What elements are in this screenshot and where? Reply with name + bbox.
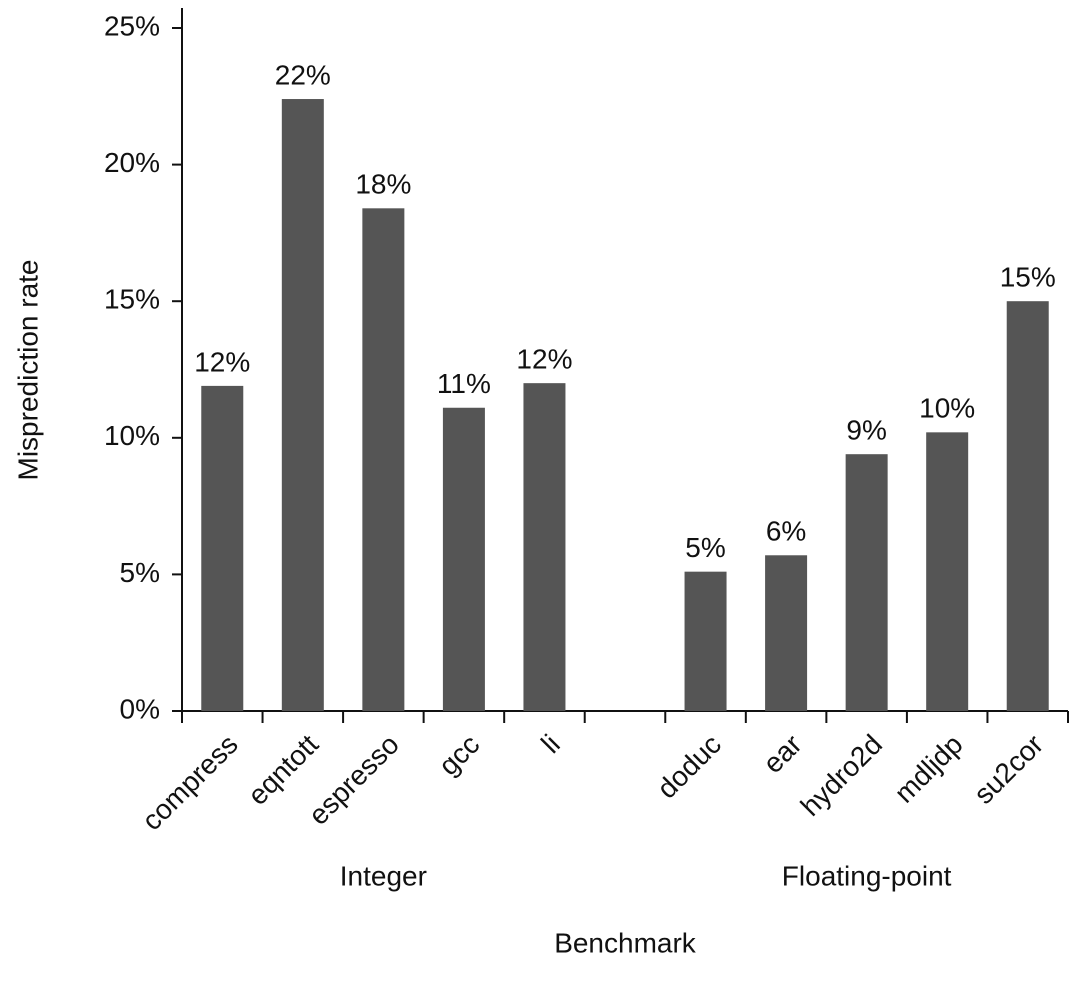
x-tick-label: li (535, 729, 566, 760)
x-axis-label: Benchmark (554, 927, 697, 958)
bar (442, 407, 485, 711)
value-label: 6% (766, 516, 806, 547)
value-label: 22% (275, 59, 331, 90)
y-tick-label: 15% (104, 284, 160, 315)
x-tick-label: ear (757, 729, 808, 780)
y-tick-label: 5% (120, 557, 160, 588)
value-label: 15% (1000, 262, 1056, 293)
y-tick-label: 25% (104, 10, 160, 41)
value-label: 11% (437, 368, 491, 399)
bar (201, 385, 244, 711)
x-tick-label: mdljdp (888, 729, 968, 809)
y-tick-label: 20% (104, 147, 160, 178)
y-tick-label: 0% (120, 693, 160, 724)
y-tick-label: 10% (104, 420, 160, 451)
x-tick-label: su2cor (968, 729, 1049, 810)
value-label: 12% (516, 344, 572, 375)
value-label: 18% (355, 169, 411, 200)
bar (281, 99, 324, 712)
value-label: 5% (685, 532, 725, 563)
x-tick-label: compress (136, 729, 244, 837)
y-axis-label: Misprediction rate (12, 260, 43, 481)
group-label: Integer (340, 860, 427, 891)
bar (362, 208, 405, 711)
bar (845, 454, 888, 711)
value-label: 12% (194, 346, 250, 377)
x-tick-label: hydro2d (795, 729, 888, 822)
value-label: 9% (846, 415, 886, 446)
value-label: 10% (919, 393, 975, 424)
bar (765, 555, 808, 711)
x-tick-label: doduc (651, 729, 727, 805)
bar (523, 383, 566, 711)
group-label: Floating-point (782, 860, 952, 891)
bar (684, 571, 727, 711)
x-tick-label: espresso (303, 729, 405, 831)
x-tick-label: gcc (433, 729, 486, 782)
bar (926, 432, 969, 711)
bar (1006, 301, 1049, 711)
